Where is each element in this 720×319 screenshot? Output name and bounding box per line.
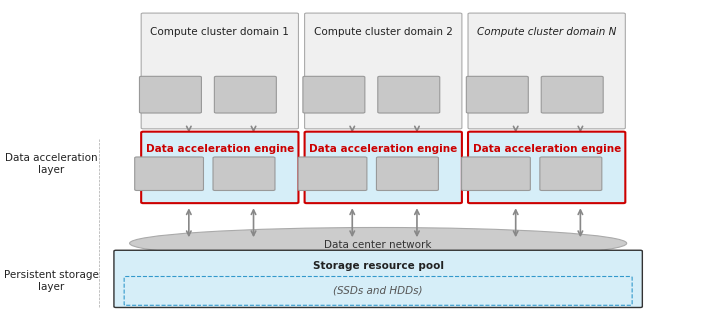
Text: Compute cluster domain 1: Compute cluster domain 1 [150,27,289,37]
FancyBboxPatch shape [141,13,299,129]
Text: Data acceleration engine: Data acceleration engine [309,144,457,154]
FancyBboxPatch shape [541,76,603,113]
FancyBboxPatch shape [141,132,299,203]
Text: CPU: CPU [162,90,179,99]
Ellipse shape [130,227,626,259]
Text: Storage resource pool: Storage resource pool [312,261,444,271]
Text: Data acceleration
layer: Data acceleration layer [5,153,98,175]
Text: Compute cluster domain 2: Compute cluster domain 2 [314,27,453,37]
FancyBboxPatch shape [540,157,602,190]
FancyBboxPatch shape [303,76,365,113]
Text: Persistent storage
layer: Persistent storage layer [4,271,99,292]
Text: GPU: GPU [400,90,418,99]
FancyBboxPatch shape [377,157,438,190]
Text: NVMe SSD: NVMe SSD [313,171,351,177]
FancyBboxPatch shape [298,157,367,190]
Text: NVMe SSD: NVMe SSD [150,171,188,177]
FancyBboxPatch shape [140,76,202,113]
Text: CPU: CPU [325,90,343,99]
Text: Data center network: Data center network [325,240,432,250]
FancyBboxPatch shape [135,157,204,190]
FancyBboxPatch shape [124,277,632,305]
FancyBboxPatch shape [305,132,462,203]
FancyBboxPatch shape [468,13,626,129]
FancyBboxPatch shape [305,13,462,129]
Text: CPU: CPU [489,90,506,99]
FancyBboxPatch shape [462,157,531,190]
Text: Memory: Memory [555,169,586,178]
Text: (SSDs and HDDs): (SSDs and HDDs) [333,286,423,296]
FancyBboxPatch shape [114,250,642,308]
FancyBboxPatch shape [215,76,276,113]
Text: GPU: GPU [236,90,254,99]
FancyBboxPatch shape [213,157,275,190]
Text: ...: ... [402,75,415,89]
Text: Memory: Memory [228,169,259,178]
Text: Data acceleration engine: Data acceleration engine [472,144,621,154]
Text: GPU: GPU [563,90,581,99]
FancyBboxPatch shape [468,132,626,203]
FancyBboxPatch shape [467,76,528,113]
Text: Data acceleration engine: Data acceleration engine [145,144,294,154]
Text: Compute cluster domain N: Compute cluster domain N [477,27,616,37]
FancyBboxPatch shape [378,76,440,113]
Text: Memory: Memory [392,169,423,178]
Text: NVMe SSD: NVMe SSD [477,171,515,177]
